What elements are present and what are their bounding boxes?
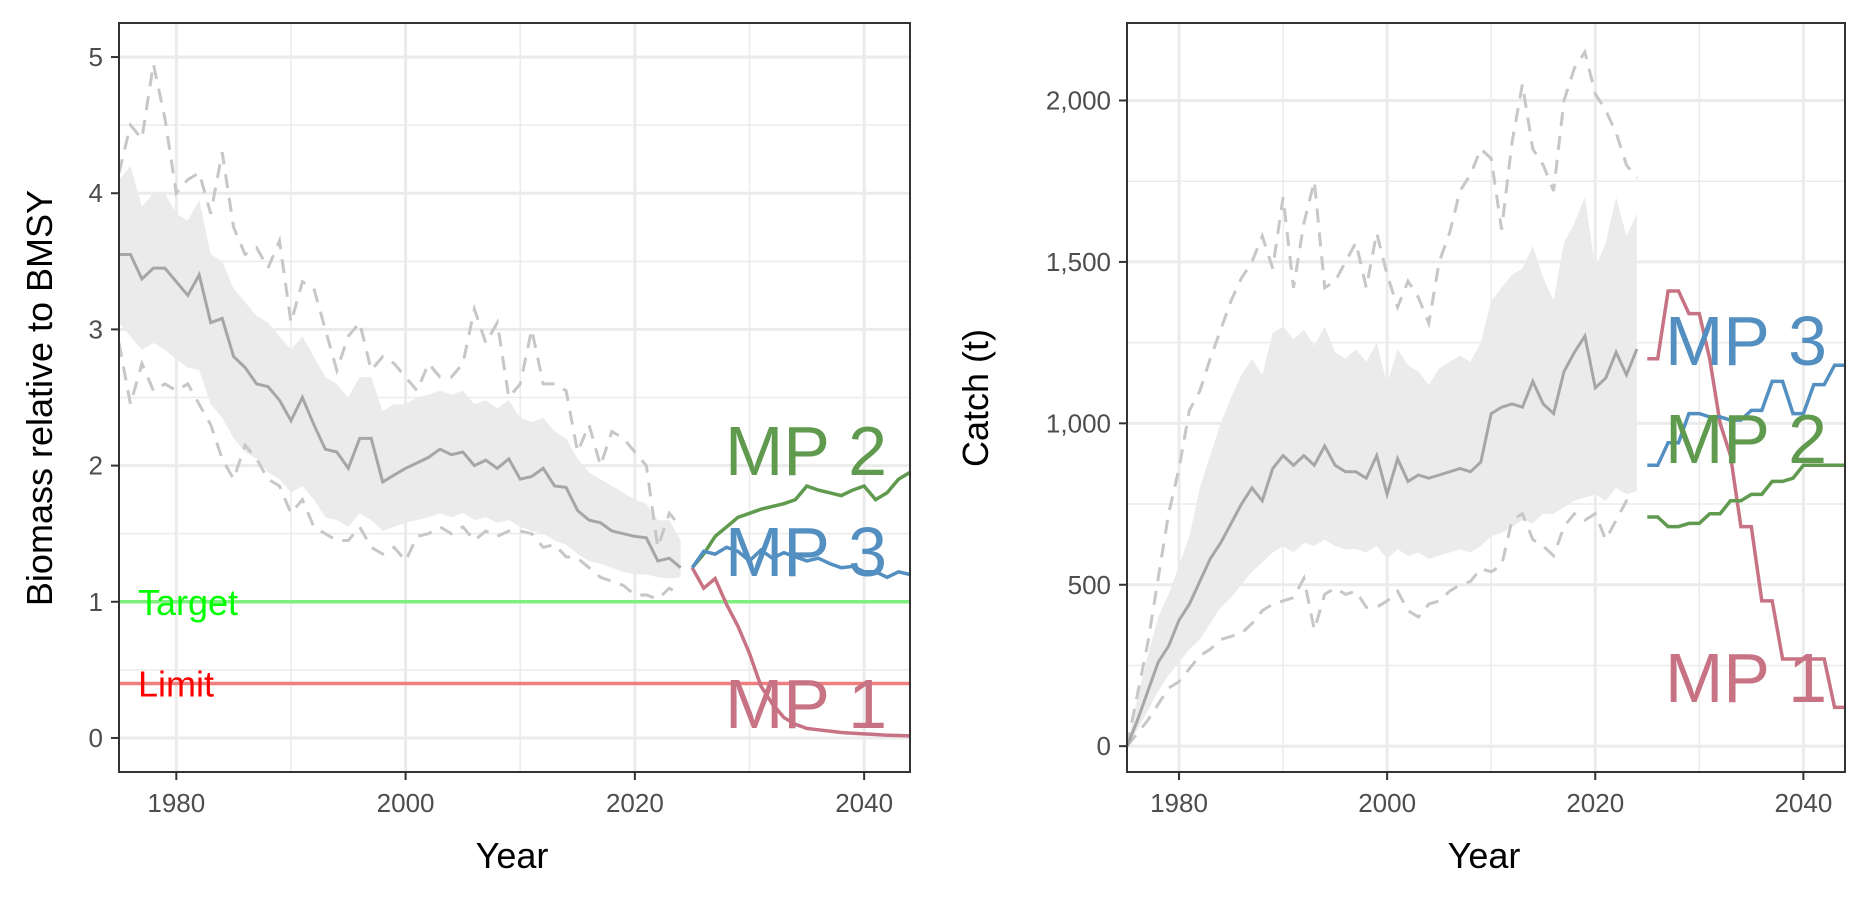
catch-x-tick-label: 1980 (1150, 788, 1208, 818)
biomass-y-tick-label: 4 (89, 178, 103, 208)
biomass-x-tick-label: 1980 (147, 788, 205, 818)
biomass-series-mp-3 (690, 545, 911, 580)
catch-axis-ticks: 1980 2000 2020 2040 0 500 1,000 1,500 2,000 (1046, 85, 1832, 818)
catch-median-line (1125, 332, 1639, 747)
biomass-uncertainty-band (119, 166, 681, 579)
biomass-y-tick-label: 5 (89, 42, 103, 72)
catch-dashed-upper-line (1125, 48, 1639, 747)
biomass-label-mp-3: MP 3 (725, 513, 887, 591)
catch-series-mp-3 (1647, 363, 1845, 468)
biomass-x-axis-title: Year (476, 835, 549, 876)
catch-x-axis-title: Year (1448, 835, 1521, 876)
biomass-y-tick-label: 1 (89, 587, 103, 617)
biomass-y-tick-label: 0 (89, 723, 103, 753)
catch-y-tick-label: 2,000 (1046, 85, 1111, 115)
biomass-label-mp-2: MP 2 (725, 412, 887, 490)
biomass-x-tick-label: 2020 (606, 788, 664, 818)
catch-x-tick-label: 2020 (1566, 788, 1624, 818)
biomass-y-tick-label: 3 (89, 314, 103, 344)
biomass-reference-lines: Target Limit (119, 582, 910, 704)
biomass-series-labels: MP 2 MP 3 MP 1 (725, 412, 887, 743)
biomass-dashed-lower-line (117, 342, 682, 601)
catch-series-labels: MP 3 MP 2 MP 1 (1665, 302, 1827, 717)
biomass-y-axis-title: Biomass relative to BMSY (19, 190, 60, 606)
catch-projection-series (1647, 289, 1845, 710)
catch-series-mp-1 (1647, 289, 1845, 710)
catch-y-axis-title: Catch (t) (955, 329, 996, 467)
catch-panel: MP 3 MP 2 MP 1 1980 2000 2020 2040 0 500 1,000 1,… (955, 22, 1846, 876)
catch-label-mp-1: MP 1 (1665, 639, 1827, 717)
catch-frame (1126, 22, 1846, 773)
catch-y-tick-label: 1,500 (1046, 247, 1111, 277)
biomass-label-mp-1: MP 1 (725, 665, 887, 743)
biomass-x-tick-label: 2000 (377, 788, 435, 818)
biomass-dashed-layer (117, 63, 682, 601)
catch-label-mp-2: MP 2 (1665, 400, 1827, 478)
biomass-band-layer (119, 166, 681, 579)
catch-series-mp-2 (1647, 463, 1845, 529)
biomass-median-layer (119, 253, 682, 569)
target-reference-label: Target (138, 582, 238, 623)
catch-y-tick-label: 1,000 (1046, 408, 1111, 438)
catch-x-tick-label: 2000 (1358, 788, 1416, 818)
limit-reference-label: Limit (138, 663, 214, 704)
catch-panel-border (1126, 22, 1846, 773)
catch-label-mp-3: MP 3 (1665, 302, 1827, 380)
biomass-axis-ticks: 1980 2000 2020 2040 0 1 2 3 4 5 (89, 42, 894, 818)
biomass-dashed-upper-line (117, 63, 682, 548)
biomass-series-mp-2 (690, 470, 911, 569)
biomass-series-mp-1 (690, 566, 911, 738)
biomass-median-line (119, 253, 682, 569)
biomass-frame (118, 22, 911, 773)
catch-x-tick-label: 2040 (1774, 788, 1832, 818)
biomass-panel-border (118, 22, 911, 773)
catch-y-tick-label: 500 (1068, 570, 1111, 600)
biomass-x-tick-label: 2040 (835, 788, 893, 818)
biomass-y-tick-label: 2 (89, 451, 103, 481)
catch-median-layer (1125, 332, 1639, 747)
catch-dashed-layer (1125, 48, 1639, 748)
catch-dashed-lower-line (1125, 499, 1637, 748)
biomass-gridlines (119, 23, 910, 772)
catch-y-tick-label: 0 (1097, 731, 1111, 761)
biomass-projection-series (690, 470, 911, 738)
